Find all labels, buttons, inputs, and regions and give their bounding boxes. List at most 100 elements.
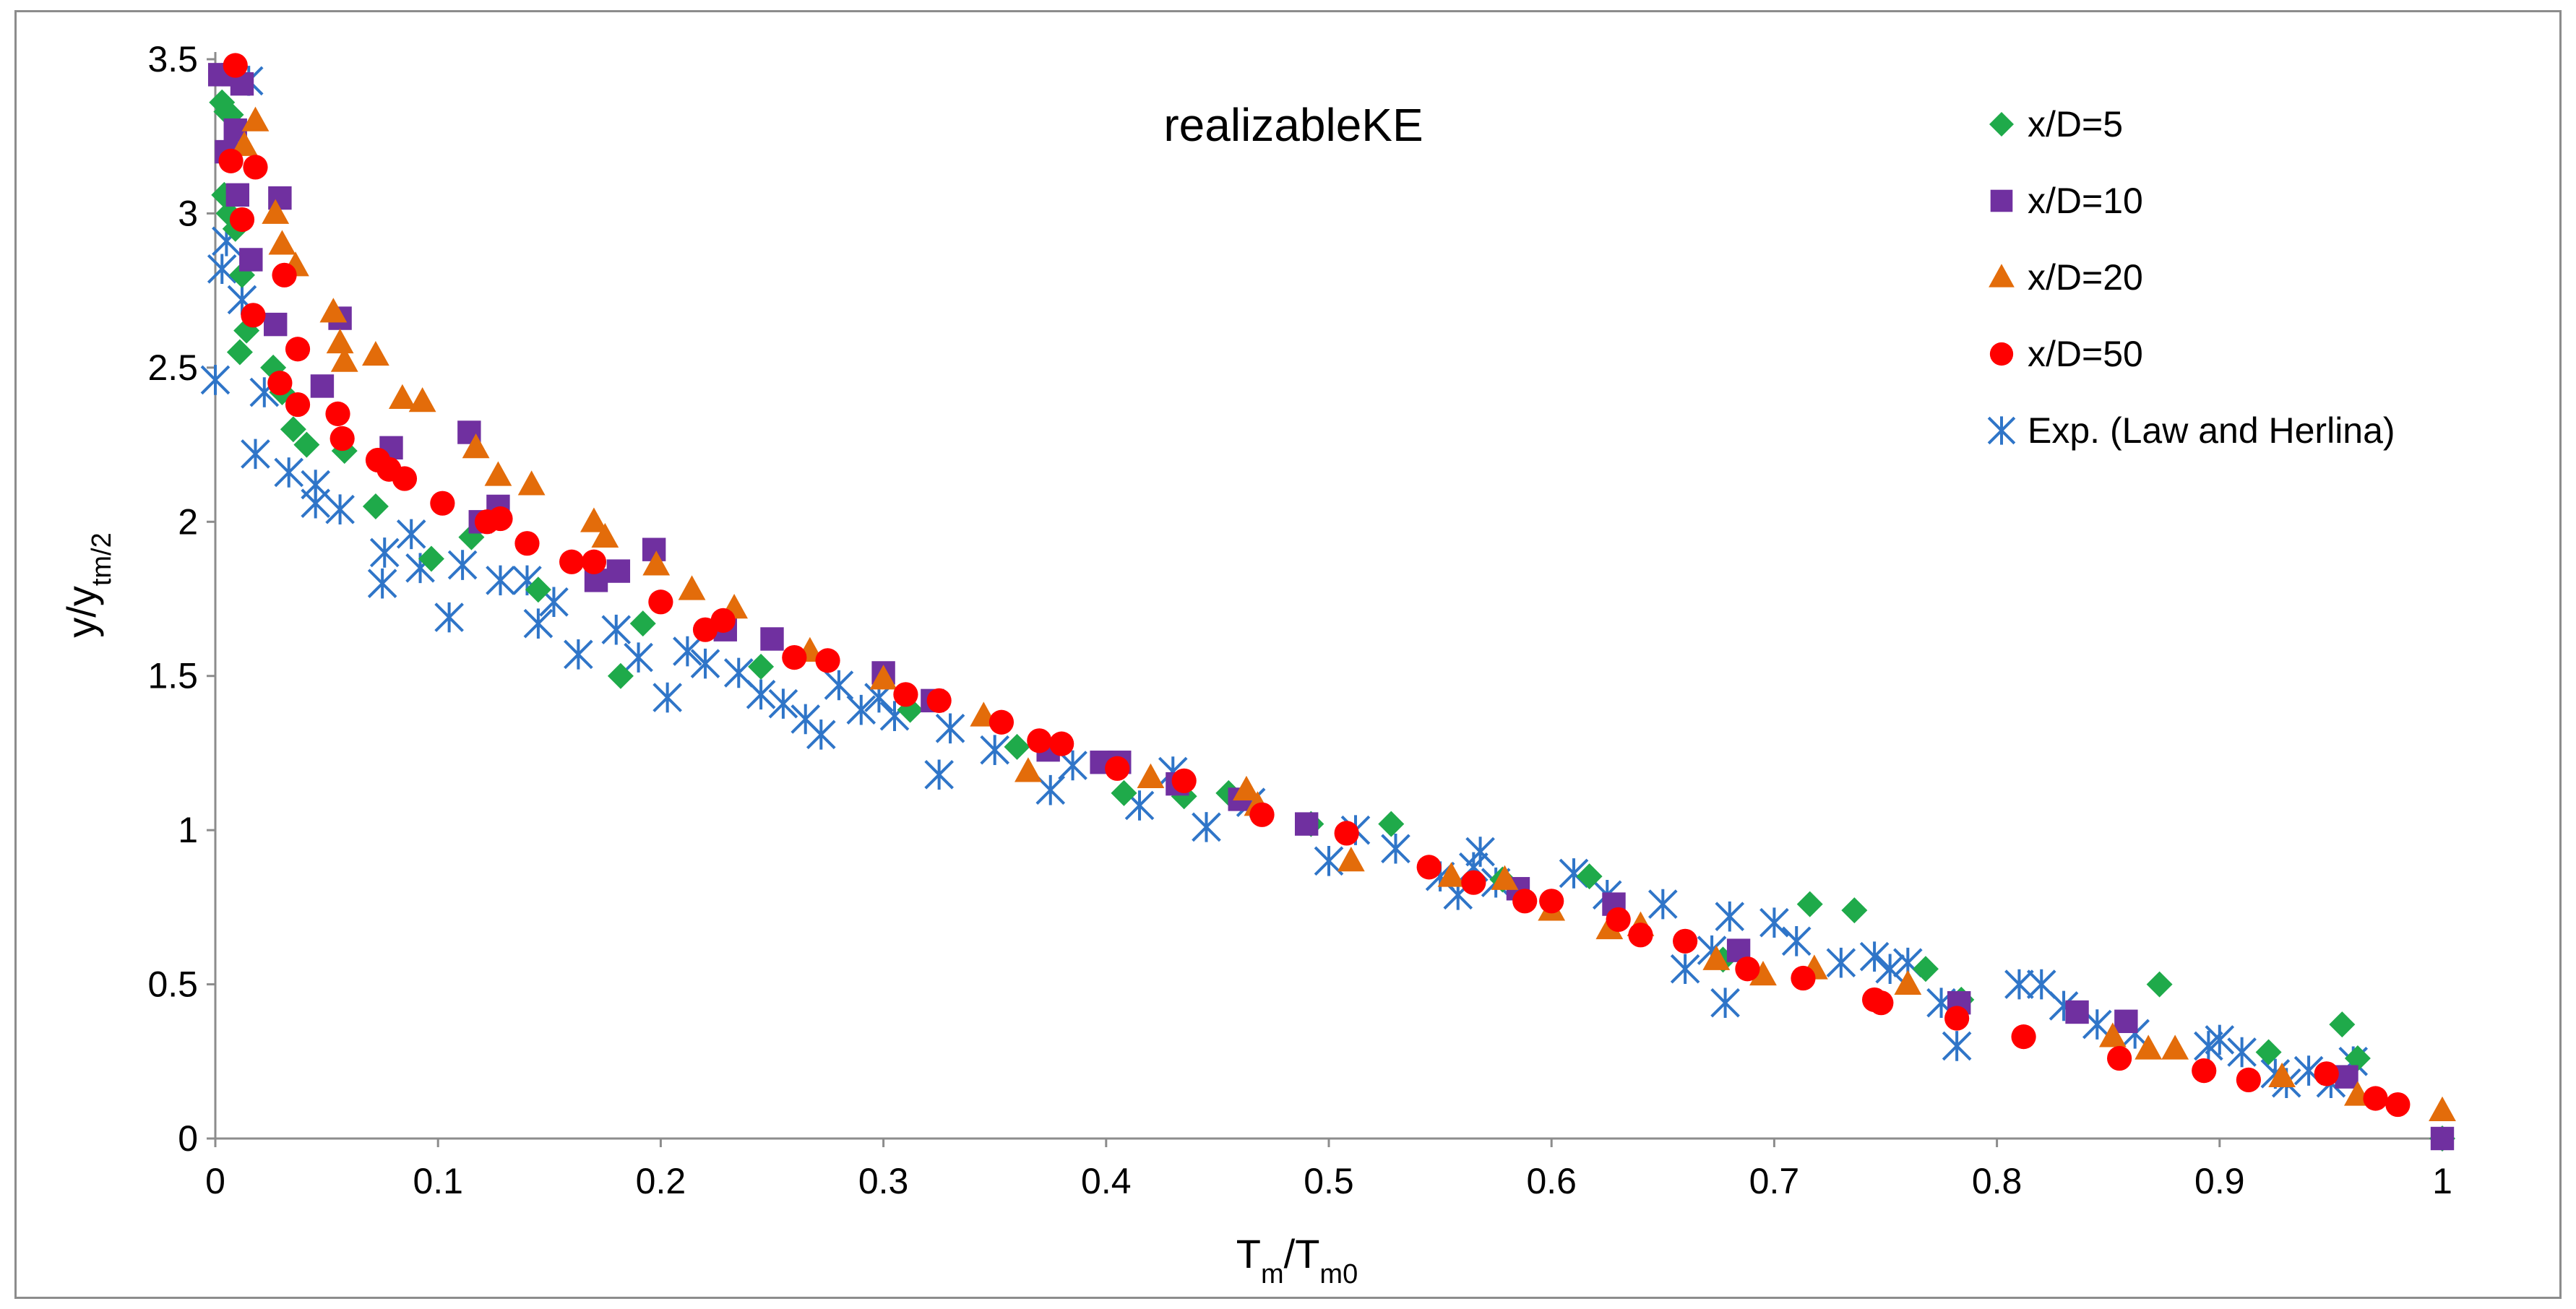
x-tick-label: 0.3 xyxy=(858,1161,909,1201)
data-point-x-d-10 xyxy=(310,374,335,398)
data-point-x-d-50 xyxy=(648,589,673,615)
data-point-x-d-50 xyxy=(1628,923,1653,948)
data-point-x-d-20 xyxy=(326,328,354,354)
y-axis-label-sub: tm/2 xyxy=(87,532,117,586)
data-point-x-d-20 xyxy=(408,387,436,412)
y-tick-labels: 0 0.5 1 1.5 2 2.5 3 3.5 xyxy=(147,39,198,1159)
data-point-x-d-5 xyxy=(226,339,253,366)
data-point-exp-law-and-herlina xyxy=(1875,954,1905,985)
data-point-exp-law-and-herlina xyxy=(601,614,632,645)
data-point-x-d-5 xyxy=(1912,956,1939,982)
data-point-x-d-50 xyxy=(2314,1061,2339,1086)
legend-label: x/D=50 xyxy=(2028,334,2143,374)
data-point-x-d-50 xyxy=(285,392,311,418)
x-tick-label: 0.5 xyxy=(1304,1161,1354,1201)
data-point-x-d-50 xyxy=(325,401,350,426)
data-point-x-d-5 xyxy=(1576,863,1603,890)
x-axis-label-sub2: m0 xyxy=(1319,1259,1358,1289)
data-point-x-d-50 xyxy=(1606,907,1631,933)
data-point-x-d-50 xyxy=(2192,1058,2217,1084)
data-point-exp-law-and-herlina xyxy=(806,720,836,750)
legend-label: x/D=10 xyxy=(2028,181,2143,221)
data-point-exp-law-and-herlina xyxy=(241,439,270,470)
data-point-x-d-20 xyxy=(869,665,897,690)
legend-item-x-d-5: x/D=5 xyxy=(1989,104,2123,144)
series-x-d-5 xyxy=(209,89,2455,1152)
data-point-x-d-10 xyxy=(1294,812,1319,836)
data-point-x-d-20 xyxy=(1702,945,1731,970)
data-point-x-d-50 xyxy=(430,491,455,516)
data-point-exp-law-and-herlina xyxy=(207,254,237,285)
data-point-exp-law-and-herlina xyxy=(2194,1031,2223,1061)
y-tick-label: 1.5 xyxy=(147,656,198,696)
data-point-x-d-5 xyxy=(748,653,775,680)
data-point-exp-law-and-herlina xyxy=(2004,969,2034,1000)
data-point-exp-law-and-herlina xyxy=(1759,907,1789,938)
data-point-x-d-10 xyxy=(239,248,263,272)
data-point-x-d-50 xyxy=(218,148,244,173)
legend-item-exp-law-and-herlina: Exp. (Law and Herlina) xyxy=(1987,410,2395,451)
legend-label: x/D=20 xyxy=(2028,257,2143,298)
data-point-x-d-50 xyxy=(581,549,607,574)
legend-label: x/D=5 xyxy=(2028,104,2123,144)
data-point-x-d-50 xyxy=(2107,1045,2132,1071)
data-point-exp-law-and-herlina xyxy=(1314,846,1344,876)
data-point-x-d-50 xyxy=(1673,928,1698,954)
data-point-x-d-50 xyxy=(815,648,840,673)
x-tick-label: 0.8 xyxy=(1972,1161,2023,1201)
data-point-exp-law-and-herlina xyxy=(1465,837,1495,867)
data-point-x-d-50 xyxy=(514,531,540,556)
x-tick-label: 0.6 xyxy=(1526,1161,1577,1201)
data-point-x-d-50 xyxy=(988,709,1015,735)
data-point-x-d-10 xyxy=(2065,1000,2089,1024)
legend-item-x-d-20: x/D=20 xyxy=(1989,257,2143,298)
data-point-exp-law-and-herlina xyxy=(367,568,397,599)
data-point-x-d-50 xyxy=(1791,965,1816,991)
y-axis-label: y/ytm/2 xyxy=(59,532,117,637)
data-point-exp-law-and-herlina xyxy=(369,537,400,568)
data-point-exp-law-and-herlina xyxy=(690,648,720,679)
data-point-x-d-50 xyxy=(229,207,255,233)
data-point-exp-law-and-herlina xyxy=(1715,901,1745,932)
y-tick-label: 1 xyxy=(178,810,198,850)
data-point-x-d-50 xyxy=(1944,1006,1970,1031)
data-point-x-d-50 xyxy=(1461,870,1486,895)
data-point-x-d-50 xyxy=(1334,821,1359,846)
data-point-x-d-50 xyxy=(926,688,952,713)
y-tick-label: 3.5 xyxy=(147,39,198,79)
data-point-x-d-20 xyxy=(2429,1096,2456,1121)
data-point-exp-law-and-herlina xyxy=(523,608,553,639)
data-point-x-d-50 xyxy=(272,262,297,288)
data-point-exp-law-and-herlina xyxy=(1647,889,1678,920)
data-point-x-d-50 xyxy=(893,682,918,707)
data-point-x-d-20 xyxy=(2161,1034,2189,1060)
data-point-x-d-20 xyxy=(1233,775,1260,801)
data-point-x-d-20 xyxy=(678,575,706,600)
y-tick-label: 0 xyxy=(178,1118,198,1159)
data-point-exp-law-and-herlina xyxy=(846,694,876,725)
data-point-x-d-20 xyxy=(642,550,671,576)
data-point-x-d-20 xyxy=(580,507,608,532)
data-point-x-d-10 xyxy=(2335,1065,2359,1089)
x-axis-label-sub: m xyxy=(1261,1259,1284,1289)
legend-marker-x-d-50 xyxy=(1989,342,2014,366)
data-point-x-d-5 xyxy=(2344,1045,2371,1072)
data-point-x-d-5 xyxy=(2255,1039,2282,1066)
x-axis-label: Tm/Tm0 xyxy=(1236,1231,1358,1289)
legend-marker-x-d-10 xyxy=(1990,189,2013,212)
data-point-x-d-10 xyxy=(2430,1126,2455,1151)
data-point-x-d-20 xyxy=(330,347,358,372)
y-tick-label: 2.5 xyxy=(147,347,198,388)
data-point-x-d-20 xyxy=(1137,763,1165,788)
series-x-d-50 xyxy=(218,53,2411,1118)
data-point-x-d-5 xyxy=(418,545,444,572)
data-point-x-d-20 xyxy=(1749,960,1777,986)
data-point-x-d-20 xyxy=(2268,1062,2296,1088)
data-point-exp-law-and-herlina xyxy=(2227,1037,2257,1068)
data-point-exp-law-and-herlina xyxy=(824,670,854,701)
data-point-x-d-10 xyxy=(264,312,288,337)
data-point-x-d-50 xyxy=(243,155,268,180)
data-point-x-d-50 xyxy=(1027,728,1052,753)
data-point-x-d-5 xyxy=(1111,779,1137,806)
